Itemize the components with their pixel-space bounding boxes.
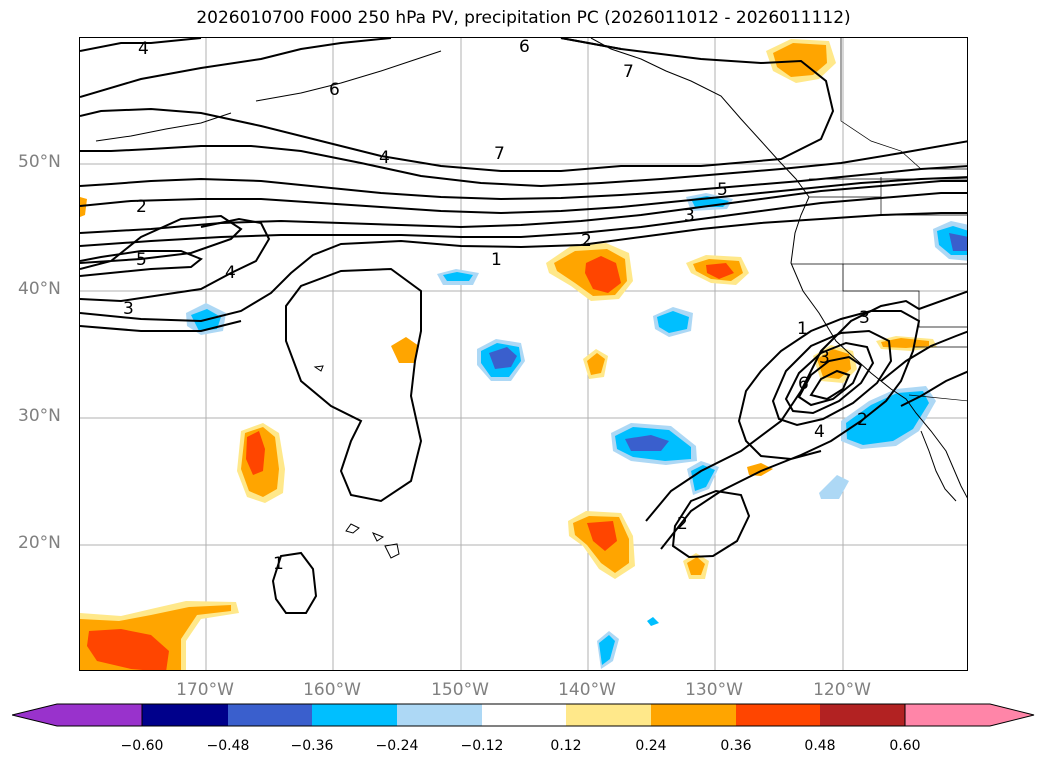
precip-blob (87, 629, 169, 670)
colorbar-tick: 0.24 (635, 738, 667, 754)
precip-shading (80, 39, 967, 670)
precip-blob (443, 272, 473, 281)
colorbar (12, 703, 1035, 727)
contour-label: 6 (329, 80, 340, 100)
precip-blob (489, 347, 517, 369)
contour-label: 7 (494, 144, 505, 164)
contour-label: 3 (819, 348, 830, 368)
colorbar-segment (142, 704, 228, 726)
lat-label-40n: 40°N (18, 279, 61, 299)
contour-label: 4 (379, 148, 390, 168)
map-canvas: 4 6 6 7 7 4 2 5 3 4 3 5 3 2 1 1 3 6 4 2 … (80, 38, 967, 670)
contour-label: 3 (684, 206, 695, 226)
precip-blob (846, 391, 929, 445)
colorbar-segment (736, 704, 820, 726)
colorbar-tick: −0.12 (460, 738, 504, 754)
contour-label: 1 (491, 250, 502, 270)
contour-label: 3 (123, 299, 134, 319)
precip-blob (773, 43, 827, 77)
precip-blob (819, 475, 849, 499)
colorbar-segment (482, 704, 566, 726)
pv-contours (80, 38, 967, 614)
contour-label: 7 (623, 62, 634, 82)
lat-label-30n: 30°N (18, 406, 61, 426)
precip-blob (80, 197, 87, 217)
contour-label: 2 (136, 197, 147, 217)
lat-label-50n: 50°N (18, 152, 61, 172)
precip-blob (587, 353, 605, 375)
lon-label-130w: 130°W (685, 680, 743, 700)
colorbar-segment (397, 704, 482, 726)
lat-label-20n: 20°N (18, 533, 61, 553)
colorbar-tick: 0.12 (550, 738, 582, 754)
precip-blob (949, 233, 967, 251)
contour-label: 4 (138, 39, 149, 59)
contour-label: 2 (581, 231, 592, 251)
colorbar-tick: −0.48 (206, 738, 250, 754)
contour-label: 5 (136, 250, 147, 270)
colorbar-segment (820, 704, 905, 726)
lon-label-150w: 150°W (431, 680, 489, 700)
colorbar-segment (312, 704, 397, 726)
precip-blob (585, 256, 621, 293)
precip-blob (691, 465, 715, 491)
colorbar-extend-high (904, 703, 1035, 727)
coastlines (95, 38, 967, 559)
precip-blob (391, 337, 419, 363)
colorbar-tick: −0.36 (290, 738, 334, 754)
contour-label: 6 (519, 38, 530, 57)
precip-blob (687, 557, 705, 575)
precip-blob (706, 263, 734, 279)
colorbar-segment (651, 704, 736, 726)
lon-label-120w: 120°W (813, 680, 871, 700)
contour-label: 6 (798, 374, 809, 394)
contour-label: 1 (797, 319, 808, 339)
precip-blob (647, 617, 659, 626)
contour-label: 5 (717, 180, 728, 200)
precip-blob (817, 349, 851, 379)
contour-label: 4 (814, 422, 825, 442)
contour-label: 2 (677, 514, 688, 534)
map-panel: 4 6 6 7 7 4 2 5 3 4 3 5 3 2 1 1 3 6 4 2 … (79, 37, 968, 671)
colorbar-tick: 0.36 (720, 738, 752, 754)
colorbar-tick: −0.24 (375, 738, 419, 754)
precip-blob (246, 431, 265, 475)
contour-label: 2 (857, 410, 868, 430)
colorbar-segment (566, 704, 651, 726)
contour-label: 3 (859, 308, 870, 328)
precip-blob (599, 635, 615, 665)
precip-blob (625, 435, 669, 451)
lon-label-160w: 160°W (303, 680, 361, 700)
colorbar-tick: 0.60 (889, 738, 921, 754)
contour-label: 4 (225, 263, 236, 283)
precip-blob (881, 338, 929, 348)
contour-label: 1 (273, 554, 284, 574)
colorbar-segment (228, 704, 312, 726)
colorbar-tick: 0.48 (804, 738, 836, 754)
colorbar-tick: −0.60 (120, 738, 164, 754)
precip-blob (587, 521, 617, 551)
lon-label-140w: 140°W (558, 680, 616, 700)
precip-blob (657, 311, 689, 333)
contour-labels: 4 6 6 7 7 4 2 5 3 4 3 5 3 2 1 1 3 6 4 2 … (123, 38, 870, 574)
lon-label-170w: 170°W (176, 680, 234, 700)
precip-blob (747, 463, 773, 476)
colorbar-extend-low (12, 703, 143, 727)
map-title: 2026010700 F000 250 hPa PV, precipitatio… (196, 8, 851, 28)
